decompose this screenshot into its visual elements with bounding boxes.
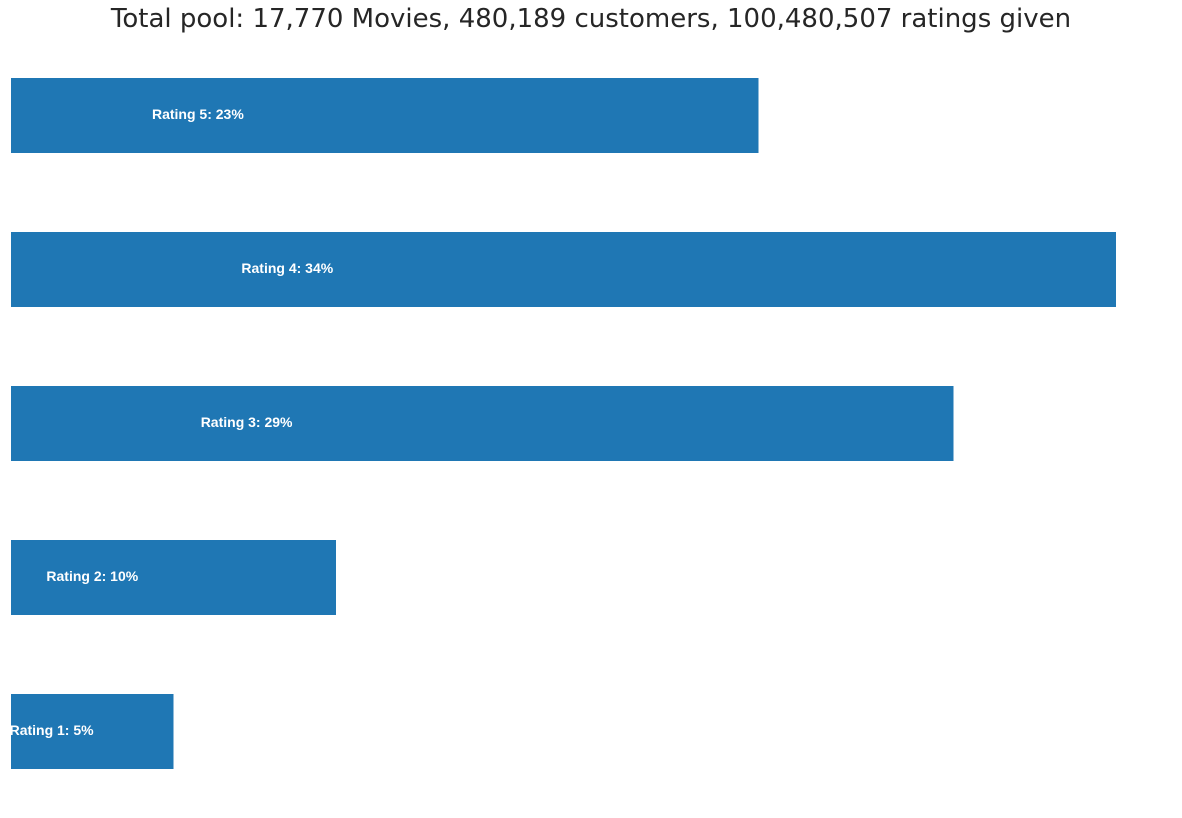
chart-title: Total pool: 17,770 Movies, 480,189 custo… (110, 4, 1072, 34)
bar-rating-5 (11, 78, 759, 153)
bar-label-rating-2: Rating 2: 10% (46, 568, 138, 584)
bar-labels-layer: Rating 5: 23% Rating 4: 34% Rating 3: 29% R… (10, 106, 334, 738)
bar-rating-4 (11, 232, 1116, 307)
bar-rating-2 (11, 540, 336, 615)
bar-label-rating-5: Rating 5: 23% (152, 106, 244, 122)
bar-rating-1 (11, 694, 174, 769)
bars-layer (11, 78, 1116, 769)
bar-rating-3 (11, 386, 954, 461)
bar-label-rating-3: Rating 3: 29% (201, 414, 293, 430)
bar-label-rating-4: Rating 4: 34% (241, 260, 333, 276)
bar-label-rating-1: Rating 1: 5% (10, 722, 95, 738)
